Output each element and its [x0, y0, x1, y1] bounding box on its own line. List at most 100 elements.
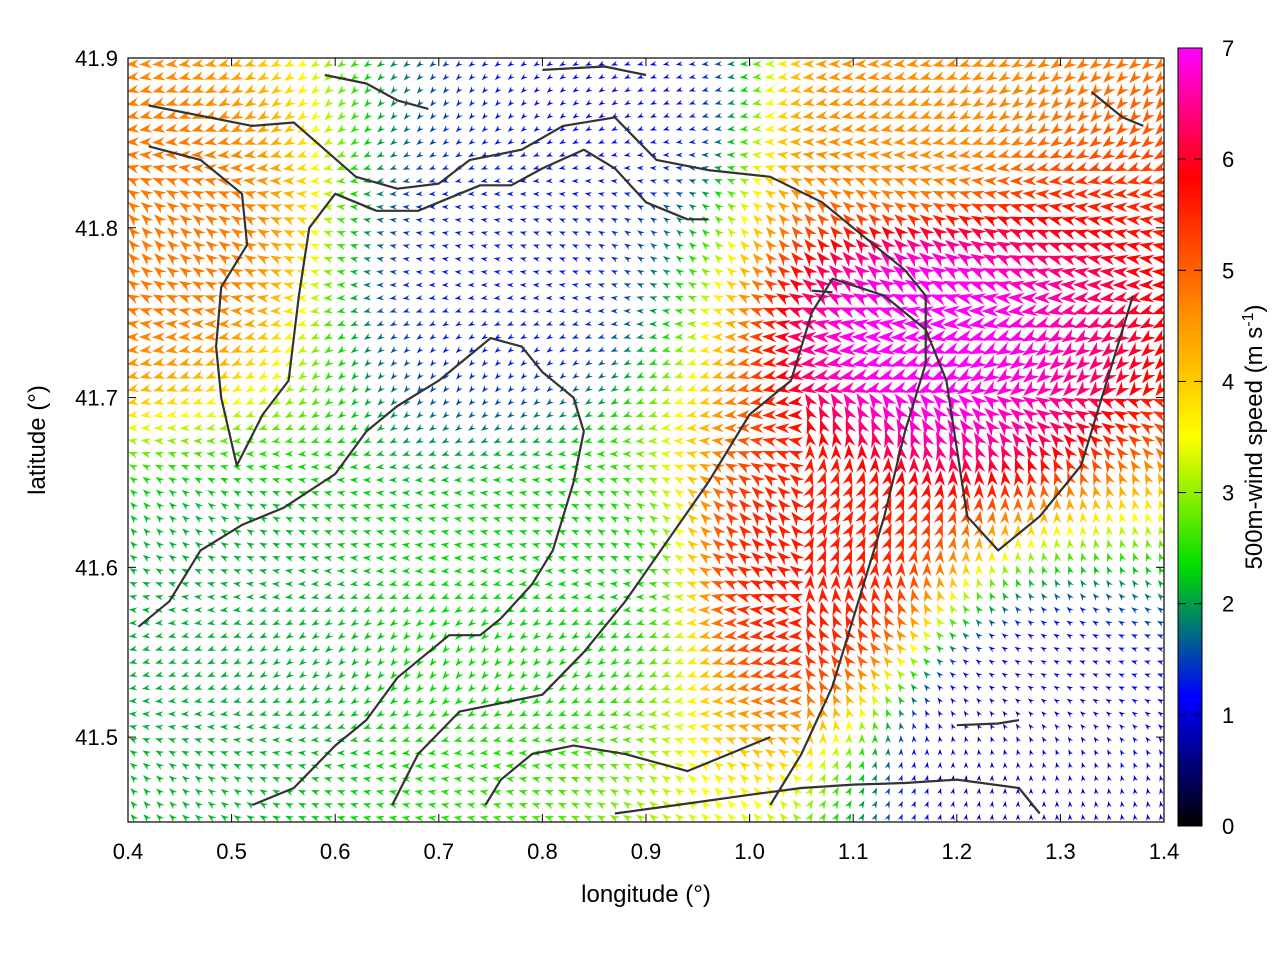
wind-arrow	[570, 736, 580, 743]
wind-arrow	[389, 244, 398, 250]
wind-arrow	[323, 319, 334, 326]
wind-arrow	[762, 630, 777, 641]
wind-arrow	[441, 282, 449, 288]
wind-arrow	[1010, 149, 1025, 158]
wind-arrow	[854, 177, 869, 187]
wind-arrow	[857, 668, 869, 682]
wind-arrow	[466, 789, 476, 796]
wind-arrow	[1101, 342, 1118, 357]
wind-arrow	[870, 668, 882, 682]
wind-arrow	[636, 152, 644, 157]
wind-arrow	[182, 788, 191, 797]
wind-arrow	[726, 138, 736, 145]
wind-arrow	[1074, 161, 1090, 171]
wind-arrow	[416, 644, 425, 654]
wind-arrow	[544, 517, 555, 523]
wind-arrow	[610, 192, 619, 197]
wind-arrow	[674, 514, 686, 525]
wind-arrow	[232, 606, 242, 613]
wind-arrow	[584, 257, 593, 263]
y-tick-label: 41.8	[75, 216, 118, 241]
wind-arrow	[673, 723, 685, 732]
wind-arrow	[479, 802, 490, 809]
wind-arrow	[647, 723, 658, 731]
wind-arrow	[1158, 579, 1164, 589]
wind-arrow	[1132, 579, 1140, 589]
wind-arrow	[945, 71, 960, 80]
wind-arrow	[533, 657, 542, 666]
wind-arrow	[851, 368, 870, 381]
wind-arrow	[1086, 242, 1103, 253]
wind-arrow	[572, 112, 580, 119]
wind-arrow	[919, 177, 933, 187]
wind-arrow	[259, 490, 269, 497]
wind-arrow	[1146, 762, 1151, 770]
wind-arrow	[803, 201, 817, 214]
wind-arrow	[467, 204, 475, 210]
wind-arrow	[323, 504, 333, 510]
wind-arrow	[469, 86, 476, 94]
wind-arrow	[1105, 686, 1113, 691]
wind-arrow	[842, 562, 853, 578]
wind-arrow	[1129, 96, 1142, 110]
wind-arrow	[531, 776, 542, 783]
wind-arrow	[557, 568, 567, 575]
wind-arrow	[544, 763, 554, 770]
wind-arrow	[776, 98, 790, 107]
wind-arrow	[192, 383, 205, 392]
wind-arrow	[296, 294, 308, 302]
wind-arrow	[337, 683, 347, 692]
wind-arrow	[624, 256, 632, 263]
wind-arrow	[673, 618, 685, 626]
wind-arrow	[841, 71, 855, 81]
wind-arrow	[919, 123, 933, 132]
wind-arrow	[323, 123, 335, 133]
wind-arrow	[1048, 397, 1065, 410]
x-tick-label: 0.8	[527, 839, 558, 864]
wind-arrow	[310, 463, 320, 471]
wind-arrow	[675, 787, 686, 798]
wind-arrow	[636, 61, 645, 66]
wind-arrow	[180, 464, 191, 472]
wind-arrow	[688, 112, 697, 118]
wind-arrow	[217, 191, 232, 200]
wind-arrow	[479, 463, 489, 470]
wind-arrow	[723, 409, 738, 419]
wind-arrow	[193, 697, 203, 704]
wind-arrow	[737, 462, 752, 474]
wind-arrow	[518, 749, 528, 757]
wind-arrow	[609, 410, 620, 418]
wind-arrow	[440, 542, 450, 549]
wind-arrow	[1053, 511, 1062, 524]
wind-arrow	[167, 645, 177, 651]
wind-arrow	[1029, 749, 1034, 756]
wind-arrow	[945, 123, 960, 132]
wind-arrow	[416, 112, 424, 120]
wind-arrow	[893, 137, 907, 146]
wind-arrow	[259, 670, 269, 678]
wind-arrow	[1008, 268, 1026, 280]
wind-arrow	[636, 179, 645, 184]
wind-arrow	[648, 397, 659, 405]
wind-arrow	[637, 99, 645, 105]
wind-arrow	[364, 98, 373, 108]
wind-arrow	[545, 308, 554, 313]
wind-arrow	[558, 411, 568, 418]
wind-arrow	[714, 191, 724, 199]
wind-arrow	[749, 593, 765, 604]
wind-arrow	[179, 383, 192, 392]
wind-arrow	[855, 523, 867, 540]
wind-arrow	[349, 815, 359, 822]
wind-arrow	[376, 618, 386, 627]
wind-arrow	[402, 709, 412, 717]
wind-arrow	[480, 424, 489, 431]
wind-arrow	[298, 683, 308, 691]
wind-arrow	[856, 393, 871, 411]
wind-arrow	[1139, 398, 1155, 409]
wind-arrow	[154, 684, 164, 691]
wind-arrow	[531, 763, 541, 770]
wind-arrow	[492, 815, 503, 822]
wind-arrow	[468, 411, 476, 419]
wind-arrow	[698, 643, 712, 652]
wind-arrow	[416, 398, 424, 406]
